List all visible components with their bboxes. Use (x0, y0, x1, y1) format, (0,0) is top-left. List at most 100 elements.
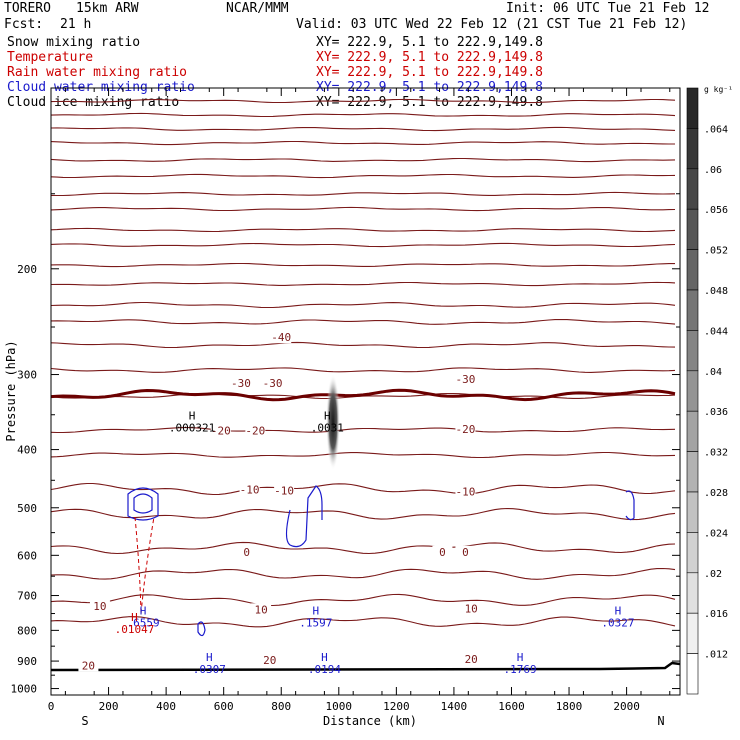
colorbar-label: .016 (704, 609, 728, 620)
temperature-contour (51, 157, 676, 163)
colorbar-swatch (686, 451, 699, 493)
field-name-temperature: Temperature (7, 50, 94, 65)
south-label: S (81, 714, 88, 728)
colorbar-swatch (686, 168, 699, 210)
ground-line (51, 661, 680, 672)
field-xy-rain: XY= 222.9, 5.1 to 222.9,149.8 (316, 65, 543, 80)
x-tick-label: 2000 (613, 700, 640, 713)
temperature-contour (51, 191, 676, 197)
maximum-value: .1597 (299, 616, 332, 629)
temperature-contour (51, 616, 676, 628)
temperature-label: -40 (271, 331, 291, 344)
field-xy-cloud-ice: XY= 222.9, 5.1 to 222.9,149.8 (316, 95, 543, 110)
colorbar-swatch (686, 87, 699, 129)
temperature-label: 20 (82, 659, 95, 672)
temperature-label: 0 (462, 546, 469, 559)
maximum-marker: H (312, 604, 319, 617)
colorbar-swatch (686, 330, 699, 372)
maximum-marker: H (615, 604, 622, 617)
temperature-label: -30 (263, 377, 283, 390)
temperature-contour (51, 112, 676, 118)
colorbar-label: .032 (704, 448, 728, 459)
x-tick-label: 0 (48, 700, 55, 713)
x-tick-label: 800 (271, 700, 291, 713)
colorbar-swatch (686, 612, 699, 654)
temperature-contour (51, 227, 676, 233)
colorbar-swatch (686, 289, 699, 331)
init-time: Init: 06 UTC Tue 21 Feb 12 (506, 1, 710, 16)
maximum-marker: H (517, 651, 524, 664)
colorbar-label: .052 (704, 246, 728, 257)
maximum-value: .000321 (169, 422, 215, 435)
temperature-contour (51, 126, 676, 132)
y-tick-label: 400 (17, 444, 37, 457)
cloud-water-contour (133, 493, 153, 514)
colorbar-label: .028 (704, 488, 728, 499)
maximum-value: .6559 (127, 616, 160, 629)
temperature-label: -10 (455, 486, 475, 499)
temperature-contour (51, 427, 676, 434)
temperature-contour (51, 318, 676, 325)
forecast-hour: 21 h (60, 17, 92, 32)
maximum-value: .1769 (504, 663, 537, 676)
field-name-cloud-ice: Cloud ice mixing ratio (7, 95, 180, 110)
y-tick-label: 700 (17, 590, 37, 603)
maximum-marker: H (324, 410, 331, 423)
x-tick-label: 200 (99, 700, 119, 713)
temperature-contour (51, 341, 676, 349)
y-tick-label: 900 (17, 655, 37, 668)
temperature-label: -10 (240, 483, 260, 496)
temperature-label: -30 (231, 377, 251, 390)
temperature-contour (51, 367, 676, 373)
temperature-contour (51, 301, 676, 309)
cloud-water-contour (285, 485, 323, 548)
colorbar-label: .024 (704, 528, 728, 539)
model-resolution: 15km ARW (76, 1, 139, 16)
temperature-contour (51, 242, 676, 248)
maximum-value: .0307 (193, 663, 226, 676)
x-tick-label: 600 (214, 700, 234, 713)
colorbar-label: .056 (704, 205, 728, 216)
temperature-contour (51, 541, 676, 555)
temperature-label: 0 (439, 546, 446, 559)
y-tick-label: 500 (17, 502, 37, 515)
colorbar-swatch (686, 491, 699, 533)
colorbar-swatch (686, 572, 699, 614)
y-tick-label: 1000 (11, 683, 38, 696)
colorbar-swatch (686, 532, 699, 574)
colorbar-swatch (686, 370, 699, 412)
model-name: TORERO (4, 1, 51, 16)
x-tick-label: 1200 (383, 700, 410, 713)
maximum-marker: H (131, 611, 138, 624)
colorbar-label: .044 (704, 326, 728, 337)
colorbar-swatch (686, 653, 699, 695)
field-xy-temperature: XY= 222.9, 5.1 to 222.9,149.8 (316, 50, 543, 65)
temperature-contour (51, 173, 676, 179)
colorbar-units: g kg⁻¹ (704, 85, 733, 94)
temperature-label: -20 (245, 425, 265, 438)
temperature-contour (51, 507, 676, 521)
temperature-contour (51, 206, 676, 212)
rain-water-contour (134, 516, 155, 615)
maximum-marker: H (189, 410, 196, 423)
temperature-label: 10 (254, 603, 267, 616)
colorbar-label: .036 (704, 407, 728, 418)
colorbar-swatch (686, 208, 699, 250)
colorbar-swatch (686, 249, 699, 291)
temperature-label: 20 (263, 654, 276, 667)
colorbar-label: .06 (704, 165, 722, 176)
cloud-water-contour (127, 487, 159, 521)
field-name-snow: Snow mixing ratio (7, 35, 141, 50)
organization: NCAR/MMM (226, 1, 289, 16)
colorbar-label: .04 (704, 367, 722, 378)
temperature-label: 10 (465, 603, 478, 616)
colorbar-label: .064 (704, 124, 728, 135)
cloud-water-contour (625, 490, 635, 521)
x-tick-label: 1000 (326, 700, 353, 713)
temperature-label: 0 (243, 546, 250, 559)
cloud-water-contour (197, 621, 206, 637)
north-label: N (657, 714, 664, 728)
field-name-rain: Rain water mixing ratio (7, 65, 188, 80)
x-axis-title: Distance (km) (323, 714, 417, 728)
